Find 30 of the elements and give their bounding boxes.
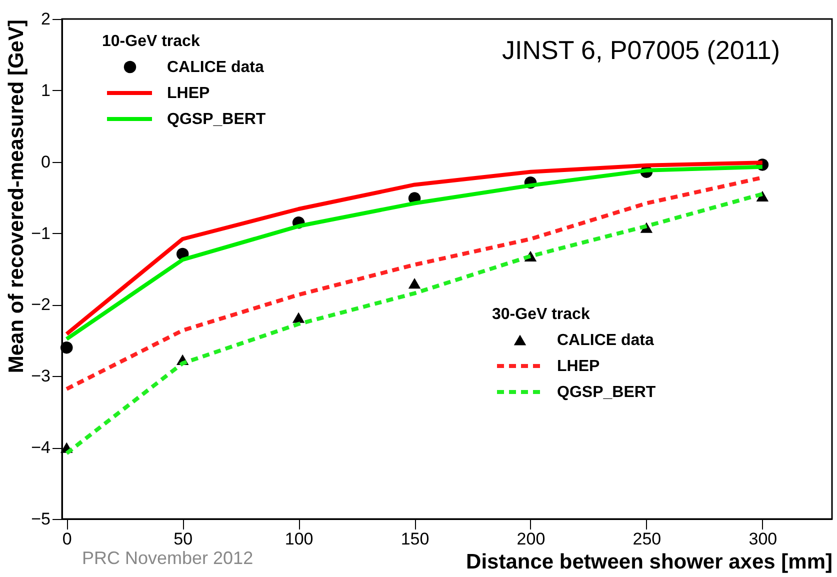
legend-label: CALICE data bbox=[167, 59, 264, 76]
x-tick-label: 0 bbox=[62, 530, 72, 548]
y-tick-label: −2 bbox=[31, 295, 50, 314]
x-tick-label: 100 bbox=[284, 530, 314, 548]
legend-label: QGSP_BERT bbox=[167, 111, 266, 128]
x-tick-label: 50 bbox=[174, 530, 193, 548]
text: PRC November 2012 bbox=[82, 548, 254, 568]
x-tick-label: 250 bbox=[632, 530, 662, 548]
y-tick-label: 0 bbox=[41, 152, 50, 172]
annotation: 30-GeV track bbox=[492, 306, 590, 323]
legend-label: CALICE data bbox=[557, 332, 654, 349]
annotation: 10-GeV track bbox=[102, 33, 200, 50]
annotation: JINST 6, P07005 (2011) bbox=[502, 35, 780, 65]
legend-label: LHEP bbox=[167, 85, 210, 102]
point bbox=[408, 278, 421, 289]
y-tick-label: 2 bbox=[41, 10, 50, 28]
legend-label: LHEP bbox=[557, 358, 600, 375]
point bbox=[60, 341, 73, 354]
x-tick-label: 150 bbox=[400, 530, 430, 548]
y-axis-title: Mean of recovered-measured [GeV] bbox=[5, 20, 28, 374]
x-tick-label: 300 bbox=[748, 530, 778, 548]
y-tick-label: 1 bbox=[41, 80, 50, 100]
y-tick-label: −3 bbox=[31, 366, 50, 386]
y-tick-label: −4 bbox=[31, 438, 50, 458]
x-axis-title: Distance between shower axes [mm] bbox=[466, 550, 832, 574]
y-tick-label: −5 bbox=[31, 510, 50, 528]
y-tick-label: −1 bbox=[31, 224, 50, 243]
x-tick-label: 200 bbox=[516, 530, 546, 548]
point bbox=[292, 312, 305, 323]
legend-label: QGSP_BERT bbox=[557, 384, 656, 401]
